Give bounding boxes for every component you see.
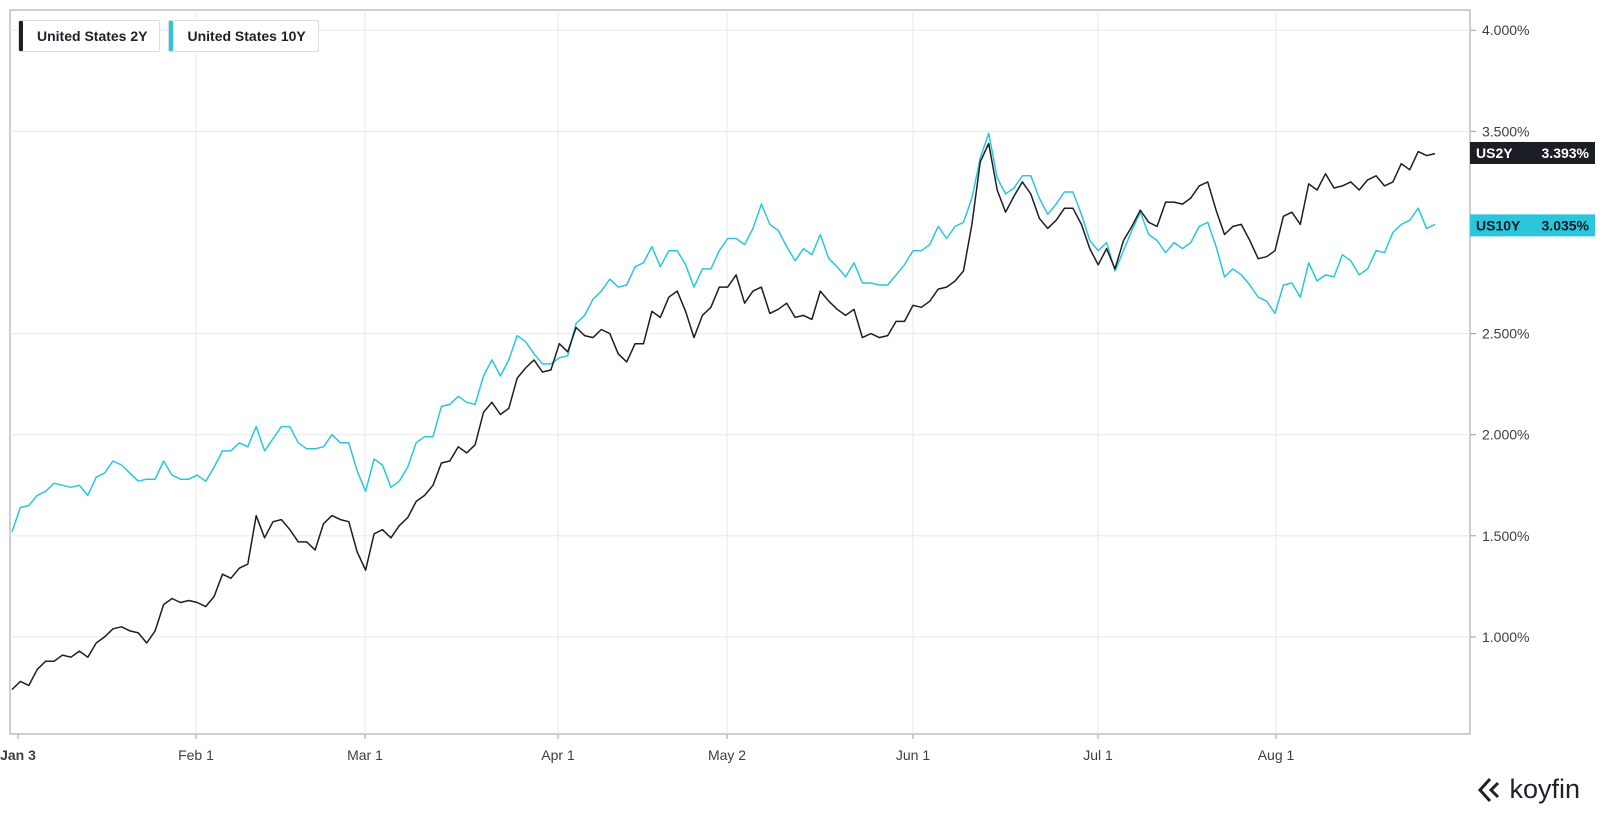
y-tick-label: 2.000% [1482,427,1529,443]
y-tick-label: 4.000% [1482,22,1529,38]
legend-swatch-us-10y [169,21,174,51]
x-tick-label: Jan 3 [0,747,36,763]
x-tick-label: May 2 [708,747,746,763]
last-value-badges: US2Y 3.393% US10Y 3.035% [1470,141,1595,237]
brand-name: koyfin [1509,774,1580,804]
y-tick-label: 3.500% [1482,123,1529,139]
x-tick-label: Jun 1 [896,747,930,763]
us10y-badge-bg [1470,214,1595,237]
legend: United States 2Y United States 10Y [18,20,319,52]
us2y-badge-value: 3.393% [1542,145,1590,161]
koyfin-logo[interactable]: koyfin [1477,774,1580,805]
y-tick-label: 2.500% [1482,326,1529,342]
us10y-badge-ticker: US10Y [1476,217,1521,233]
x-tick-label: Aug 1 [1258,747,1295,763]
x-axis: Jan 3 Feb 1 Mar 1 Apr 1 May 2 Jun 1 Jul 1 Aug 1 [0,734,1295,763]
us2y-badge-bg [1470,141,1595,164]
legend-item-us-10y[interactable]: United States 10Y [168,20,319,52]
us2y-badge-ticker: US2Y [1476,145,1513,161]
y-tick-label: 1.000% [1482,629,1529,645]
plot-area [9,9,1471,735]
x-tick-label: Mar 1 [347,747,383,763]
us-2y-line [11,142,1436,691]
us10y-badge: US10Y 3.035% [1470,214,1595,237]
series-lines [11,132,1436,691]
legend-label-us-10y: United States 10Y [187,28,306,44]
vertical-gridlines [195,10,1277,734]
x-tick-label: Jul 1 [1083,747,1113,763]
legend-label-us-2y: United States 2Y [37,28,148,44]
legend-swatch-us-2y [19,21,23,51]
y-tick-label: 1.500% [1482,528,1529,544]
legend-item-us-2y[interactable]: United States 2Y [18,20,161,52]
x-tick-label: Feb 1 [178,747,214,763]
us2y-badge: US2Y 3.393% [1470,141,1595,164]
y-axis: 1.000% 1.500% 2.000% 2.500% 3.500% 4.000% [1470,22,1529,645]
koyfin-mark-icon [1478,777,1500,802]
us10y-badge-value: 3.035% [1542,217,1590,233]
us-10y-line [11,132,1436,533]
x-tick-label: Apr 1 [541,747,575,763]
